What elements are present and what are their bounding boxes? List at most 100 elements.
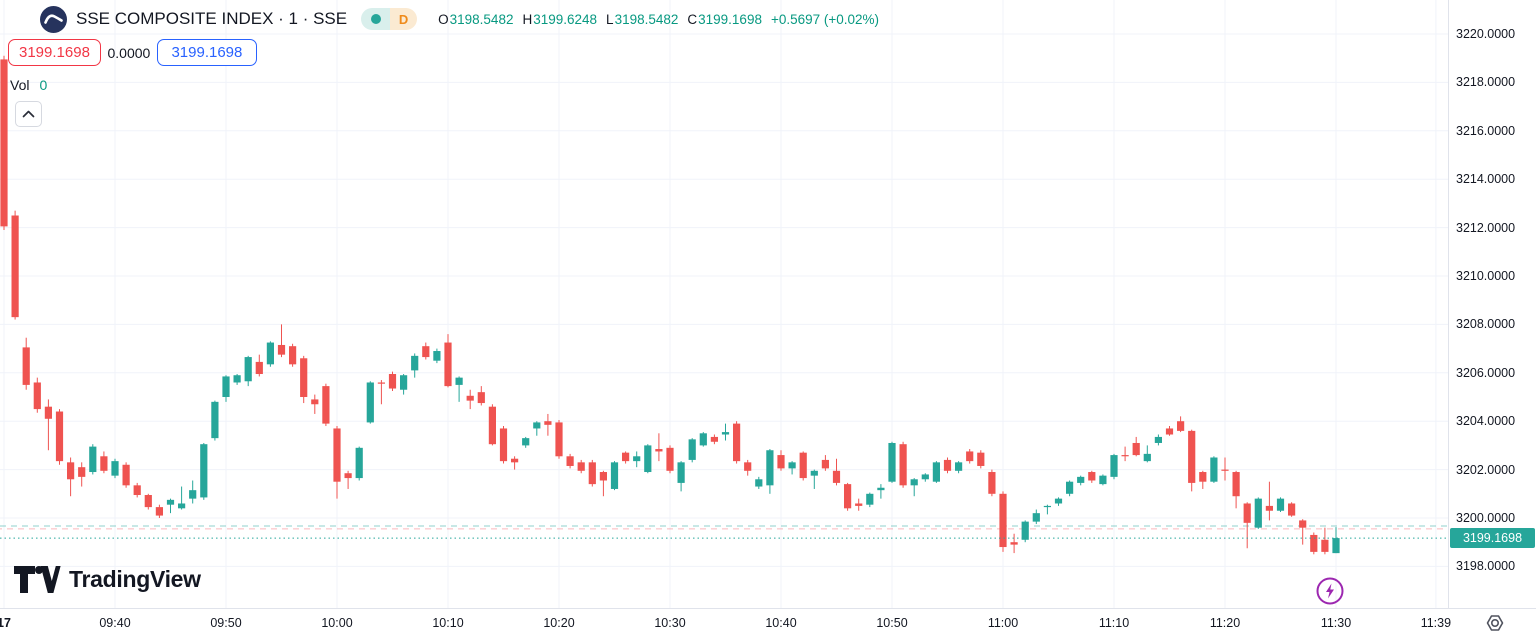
buy-button[interactable]: 3199.1698	[156, 39, 257, 66]
tradingview-watermark[interactable]: TradingView	[14, 564, 201, 595]
grid-lines	[0, 0, 1448, 608]
candle-body	[1099, 475, 1107, 485]
candle-body	[1154, 436, 1162, 443]
market-status-pill[interactable]: D	[361, 8, 418, 30]
time-tick-label: 10:10	[432, 616, 464, 630]
candle-body	[755, 479, 763, 487]
candle-body	[677, 462, 685, 483]
volume-row: Vol 0	[10, 77, 47, 93]
candle-body	[1265, 505, 1273, 511]
instant-order-lightning-icon[interactable]	[1316, 577, 1344, 605]
candle-body	[222, 376, 230, 397]
close-label: C	[687, 11, 698, 27]
time-axis[interactable]: 17 09:40 09:50 10:00 10:10 10:20 10:30 10:40 10:…	[0, 608, 1536, 640]
candle-body	[921, 474, 929, 480]
volume-label: Vol	[10, 77, 30, 93]
candle-body	[488, 406, 496, 445]
candlestick-chart[interactable]	[0, 0, 1448, 608]
candle-body	[44, 406, 52, 419]
time-tick-label: 11:00	[987, 616, 1019, 630]
candle-body	[1121, 455, 1129, 457]
candle-body	[966, 451, 974, 462]
time-tick-label: 10:30	[654, 616, 686, 630]
candle-body	[189, 490, 197, 499]
tradingview-logo-icon	[14, 566, 61, 593]
candle-body	[422, 346, 430, 358]
price-tick-label: 3214.0000	[1456, 172, 1516, 187]
candle-body	[1332, 538, 1340, 554]
candle-body	[133, 485, 141, 496]
candle-body	[344, 473, 352, 479]
axis-settings-gear-icon[interactable]	[1484, 612, 1506, 634]
candle-body	[333, 428, 341, 482]
candle-body	[100, 456, 108, 471]
candle-body	[721, 432, 730, 435]
candle-body	[1088, 472, 1096, 481]
close-value: 3199.1698	[698, 11, 762, 27]
candle-body	[366, 382, 374, 423]
candle-body	[1199, 472, 1207, 482]
price-axis[interactable]: 3198.0000 3200.0000 3202.0000 3204.0000 3206…	[1448, 0, 1536, 608]
time-tick-label: 09:50	[210, 616, 242, 630]
candle-body	[821, 459, 829, 469]
candle-body	[11, 215, 19, 318]
candle-body	[55, 411, 64, 462]
sell-button[interactable]: 3199.1698	[8, 39, 101, 66]
candle-body	[544, 421, 552, 425]
candle-body	[977, 452, 985, 466]
candle-body	[666, 447, 674, 471]
price-tick-label: 3202.0000	[1456, 462, 1516, 477]
candle-body	[455, 377, 463, 385]
low-label: L	[606, 11, 614, 27]
candle-body	[1021, 521, 1029, 540]
candle-body	[1143, 453, 1151, 462]
candle-body	[122, 464, 130, 486]
candle-body	[1032, 513, 1040, 522]
sse-symbol-logo-icon	[40, 5, 67, 33]
candle-body	[200, 444, 208, 498]
candle-body	[899, 444, 907, 486]
candle-body	[622, 452, 630, 462]
chart-pane[interactable]	[0, 0, 1448, 608]
candle-body	[1254, 498, 1262, 528]
candle-body	[1010, 542, 1018, 545]
candle-body	[388, 374, 397, 389]
candle-body	[33, 382, 41, 410]
session-start-label: 17	[0, 616, 11, 630]
candle-body	[0, 59, 8, 227]
candle-body	[511, 458, 519, 463]
candle-body	[733, 423, 741, 462]
trade-buttons-row: 3199.1698 0.0000 3199.1698	[8, 39, 257, 66]
candle-body	[211, 401, 219, 439]
candle-body	[1110, 455, 1118, 477]
candle-body	[1077, 476, 1085, 483]
current-price-tag: 3199.1698	[1450, 528, 1535, 549]
candle-body	[855, 503, 863, 506]
candle-body	[1243, 503, 1251, 523]
chevron-up-icon	[22, 110, 35, 118]
open-value: 3198.5482	[449, 11, 514, 27]
candle-body	[1188, 430, 1196, 483]
candle-body	[555, 422, 563, 457]
candle-body	[411, 355, 419, 371]
candle-body	[744, 462, 752, 471]
candle-body	[588, 462, 596, 485]
symbol-title[interactable]: SSE COMPOSITE INDEX · 1 · SSE	[76, 9, 348, 28]
candle-body	[111, 461, 119, 476]
low-value: 3198.5482	[614, 11, 679, 27]
price-tick-label: 3198.0000	[1456, 559, 1516, 574]
candle-body	[844, 484, 852, 509]
time-tick-label: 10:20	[543, 616, 575, 630]
candle-body	[89, 446, 97, 473]
delayed-data-badge: D	[390, 8, 418, 30]
candle-body	[1066, 481, 1074, 494]
candle-body	[832, 470, 841, 483]
candle-body	[233, 375, 241, 383]
candle-body	[1043, 505, 1051, 508]
candle-body	[67, 462, 75, 480]
candle-body	[866, 493, 874, 505]
collapse-legend-button[interactable]	[15, 101, 42, 127]
candle-body	[311, 399, 319, 405]
candle-body	[533, 422, 541, 429]
